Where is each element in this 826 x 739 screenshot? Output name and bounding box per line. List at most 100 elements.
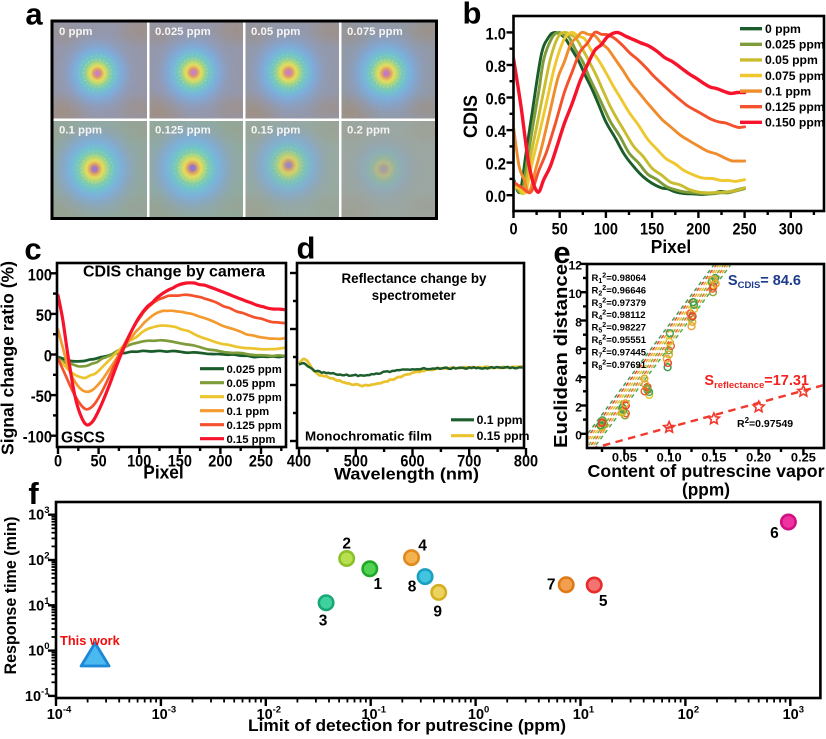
svg-text:CDIS change by camera: CDIS change by camera xyxy=(83,264,265,281)
svg-text:0 ppm: 0 ppm xyxy=(59,26,93,38)
svg-text:0.15: 0.15 xyxy=(701,451,726,465)
svg-text:Wavelength (nm): Wavelength (nm) xyxy=(334,465,479,484)
svg-text:R62=0.95551: R62=0.95551 xyxy=(592,335,647,348)
svg-text:0: 0 xyxy=(54,453,62,471)
svg-text:250: 250 xyxy=(249,453,273,471)
svg-text:0.150 ppm: 0.150 ppm xyxy=(765,116,825,130)
svg-text:700: 700 xyxy=(457,453,481,471)
svg-text:100: 100 xyxy=(28,641,49,660)
svg-text:200: 200 xyxy=(686,221,710,239)
svg-text:b: b xyxy=(463,0,482,31)
svg-text:300: 300 xyxy=(779,221,803,239)
svg-text:Pixel: Pixel xyxy=(651,237,692,257)
svg-text:0.125 ppm: 0.125 ppm xyxy=(155,125,211,137)
svg-text:0: 0 xyxy=(575,431,582,443)
svg-text:f: f xyxy=(28,476,39,511)
svg-text:spectrometer: spectrometer xyxy=(372,288,456,304)
svg-text:0.8: 0.8 xyxy=(486,58,507,76)
svg-text:4: 4 xyxy=(418,538,427,555)
svg-text:Reflectance change by: Reflectance change by xyxy=(342,271,487,287)
svg-text:6: 6 xyxy=(575,346,582,358)
svg-text:Content of putrescine vapor: Content of putrescine vapor xyxy=(588,461,825,481)
svg-text:e: e xyxy=(553,235,570,270)
svg-text:102: 102 xyxy=(678,705,699,724)
svg-text:0.15 ppm: 0.15 ppm xyxy=(251,125,300,137)
svg-text:0.075 ppm: 0.075 ppm xyxy=(227,392,282,404)
svg-text:50: 50 xyxy=(552,221,568,239)
svg-text:250: 250 xyxy=(733,221,757,239)
svg-text:0.025 ppm: 0.025 ppm xyxy=(227,364,282,376)
svg-text:-100: -100 xyxy=(23,429,52,447)
svg-text:0.1 ppm: 0.1 ppm xyxy=(765,84,811,98)
svg-text:3: 3 xyxy=(319,613,328,630)
svg-text:a: a xyxy=(25,0,43,32)
svg-text:100: 100 xyxy=(127,453,151,471)
svg-text:This work: This work xyxy=(60,633,121,648)
svg-text:5: 5 xyxy=(599,593,608,610)
svg-text:150: 150 xyxy=(640,221,664,239)
svg-text:4: 4 xyxy=(575,374,582,386)
svg-text:Signal change ratio (%): Signal change ratio (%) xyxy=(0,261,18,455)
svg-text:0.15 ppm: 0.15 ppm xyxy=(477,429,530,443)
svg-text:10: 10 xyxy=(569,289,583,301)
svg-text:R12=0.98064: R12=0.98064 xyxy=(592,273,647,286)
svg-text:Response time (min): Response time (min) xyxy=(2,517,20,675)
svg-text:0: 0 xyxy=(44,348,52,366)
svg-text:600: 600 xyxy=(400,453,424,471)
svg-text:8: 8 xyxy=(408,579,417,596)
svg-text:200: 200 xyxy=(208,453,232,471)
svg-text:GSCS: GSCS xyxy=(61,430,105,447)
svg-text:100: 100 xyxy=(28,266,52,284)
svg-text:0.075 ppm: 0.075 ppm xyxy=(347,26,403,38)
svg-text:(ppm): (ppm) xyxy=(682,480,730,500)
svg-text:100: 100 xyxy=(468,705,489,724)
svg-text:800: 800 xyxy=(514,453,538,471)
svg-text:7: 7 xyxy=(547,577,556,594)
svg-text:103: 103 xyxy=(28,505,49,524)
svg-text:0.0: 0.0 xyxy=(486,188,507,206)
svg-text:c: c xyxy=(24,232,41,267)
svg-text:Limit of detection for putresc: Limit of detection for putrescine (ppm) xyxy=(248,717,566,735)
svg-text:0.125 ppm: 0.125 ppm xyxy=(765,100,825,114)
svg-text:d: d xyxy=(297,231,316,266)
svg-text:0.025 ppm: 0.025 ppm xyxy=(765,38,825,52)
svg-text:R72=0.97445: R72=0.97445 xyxy=(592,347,647,360)
svg-text:0.05 ppm: 0.05 ppm xyxy=(227,378,276,390)
svg-text:CDIS: CDIS xyxy=(461,95,482,138)
svg-text:103: 103 xyxy=(783,705,804,724)
svg-text:0.1 ppm: 0.1 ppm xyxy=(227,406,270,418)
svg-text:1.0: 1.0 xyxy=(486,25,507,43)
svg-text:0.15 ppm: 0.15 ppm xyxy=(227,434,276,446)
svg-text:Pixel: Pixel xyxy=(143,463,184,483)
svg-text:0.05 ppm: 0.05 ppm xyxy=(251,26,300,38)
svg-text:0: 0 xyxy=(509,221,517,239)
svg-text:0.075 ppm: 0.075 ppm xyxy=(765,69,825,83)
svg-text:0.1 ppm: 0.1 ppm xyxy=(59,125,102,137)
svg-text:400: 400 xyxy=(287,453,311,471)
svg-text:500: 500 xyxy=(344,453,368,471)
svg-text:0.25: 0.25 xyxy=(791,451,816,465)
svg-text:100: 100 xyxy=(594,221,618,239)
svg-text:0.1 ppm: 0.1 ppm xyxy=(477,413,523,427)
svg-text:-50: -50 xyxy=(31,388,52,406)
svg-text:Euclidean distance: Euclidean distance xyxy=(550,264,571,448)
svg-text:0.125 ppm: 0.125 ppm xyxy=(227,420,282,432)
svg-text:0.025 ppm: 0.025 ppm xyxy=(155,26,211,38)
svg-text:0.10: 0.10 xyxy=(657,451,682,465)
svg-text:Monochromatic film: Monochromatic film xyxy=(305,429,432,444)
svg-text:50: 50 xyxy=(91,453,107,471)
svg-text:0.2: 0.2 xyxy=(486,156,507,174)
svg-text:R82=0.97691: R82=0.97691 xyxy=(592,359,647,372)
svg-text:0 ppm: 0 ppm xyxy=(765,22,801,36)
svg-text:1: 1 xyxy=(373,576,382,593)
svg-text:8: 8 xyxy=(575,317,582,329)
svg-text:0.05 ppm: 0.05 ppm xyxy=(765,53,818,67)
svg-text:0.4: 0.4 xyxy=(486,123,507,141)
svg-text:6: 6 xyxy=(770,525,779,542)
svg-text:0.6: 0.6 xyxy=(486,91,507,109)
svg-text:9: 9 xyxy=(433,603,442,620)
svg-text:12: 12 xyxy=(569,261,583,273)
svg-text:0.2 ppm: 0.2 ppm xyxy=(347,125,390,137)
svg-text:2: 2 xyxy=(575,402,582,414)
svg-text:0.05: 0.05 xyxy=(612,451,637,465)
